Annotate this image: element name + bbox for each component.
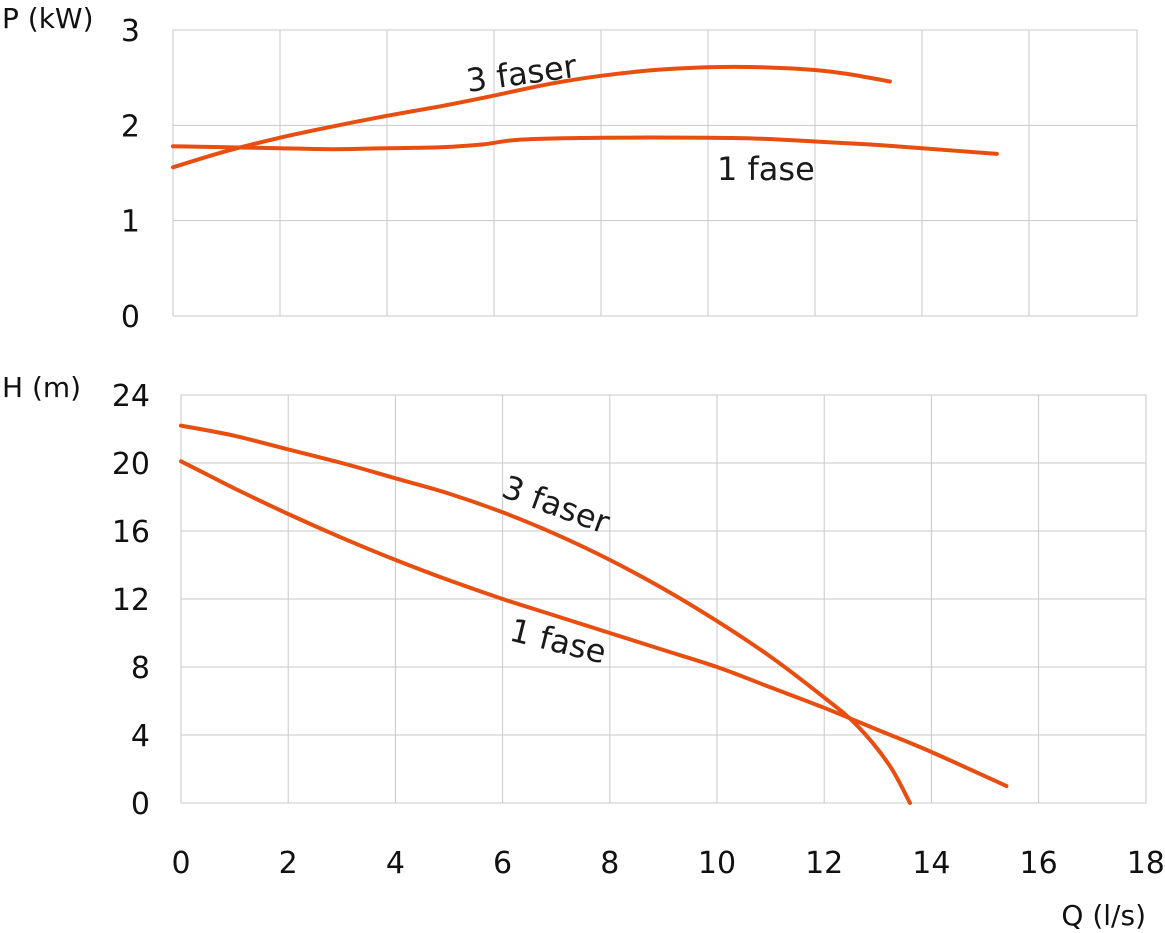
head-x-tick-label: 0 <box>171 846 190 881</box>
head-x-tick-label: 6 <box>493 846 512 881</box>
head-y-tick-label: 24 <box>112 379 150 414</box>
power-y-tick-label: 0 <box>121 300 140 335</box>
head-y-tick-label: 20 <box>112 447 150 482</box>
power-series-label-3-faser: 3 faser <box>464 47 580 100</box>
power-y-tick-label: 2 <box>121 109 140 144</box>
head-y-tick-label: 4 <box>131 719 150 754</box>
head-x-tick-label: 12 <box>805 846 843 881</box>
head-plot-frame <box>180 394 1147 804</box>
head-x-tick-label: 4 <box>386 846 405 881</box>
head-x-tick-label: 10 <box>698 846 736 881</box>
power-chart-panel: 0 1 2 3 P (kW) 3 faser 1 fase <box>2 2 1138 335</box>
head-series-label-1-fase: 1 fase <box>506 611 610 672</box>
head-curve-1-fase <box>179 459 1009 788</box>
head-x-tick-label: 8 <box>600 846 619 881</box>
head-x-tick-label: 14 <box>912 846 950 881</box>
head-y-tick-label: 12 <box>112 583 150 618</box>
head-y-tick-label: 8 <box>131 651 150 686</box>
power-y-tick-label: 3 <box>121 14 140 49</box>
head-curve-3-faser <box>179 423 912 805</box>
power-curve-3-faser <box>171 64 892 170</box>
power-curve-1-fase <box>171 135 999 156</box>
head-x-tick-label: 2 <box>279 846 298 881</box>
head-x-axis-title: Q (l/s) <box>1061 899 1146 932</box>
power-y-axis-title: P (kW) <box>2 2 94 35</box>
head-y-tick-label: 16 <box>112 515 150 550</box>
head-y-tick-label: 0 <box>131 787 150 822</box>
head-x-tick-label: 18 <box>1127 846 1165 881</box>
power-y-tick-label: 1 <box>121 205 140 240</box>
head-y-axis-title: H (m) <box>2 371 81 404</box>
power-series-label-1-fase: 1 fase <box>717 150 815 188</box>
power-plot-frame <box>172 29 1138 317</box>
head-x-tick-label: 16 <box>1020 846 1058 881</box>
